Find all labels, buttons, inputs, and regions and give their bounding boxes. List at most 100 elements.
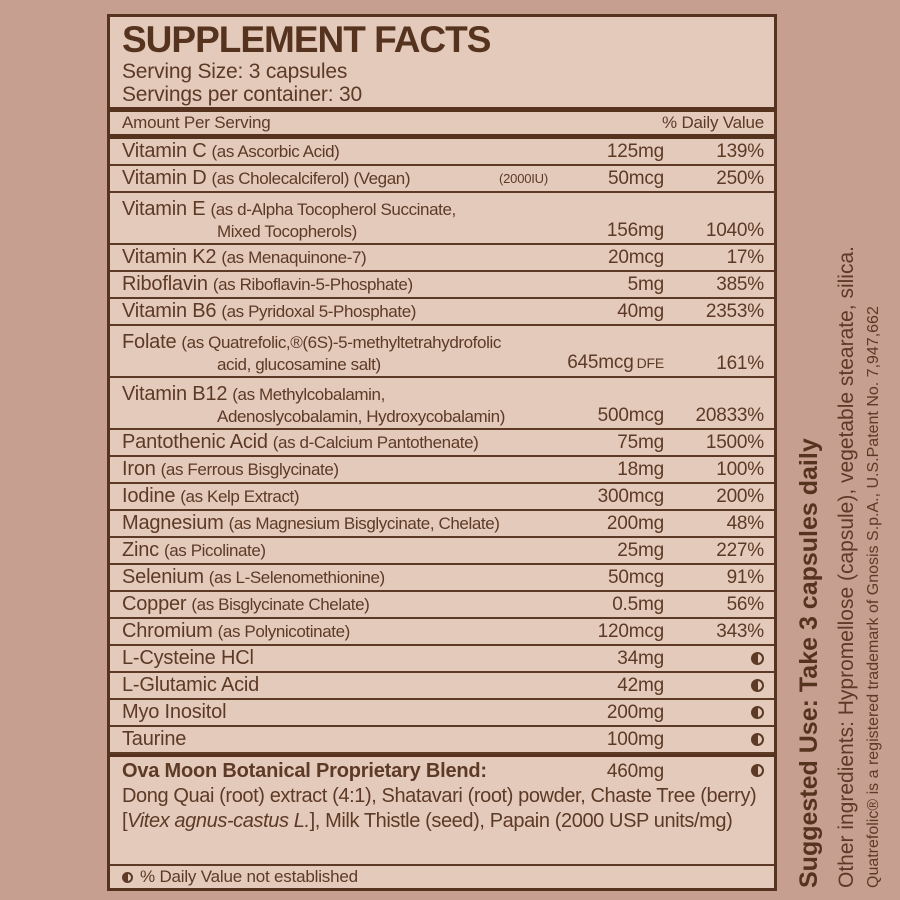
nutrient-name-cell: Myo Inositol bbox=[122, 701, 554, 724]
nutrient-row: Vitamin D (as Cholecalciferol) (Vegan) (2… bbox=[110, 166, 774, 193]
thick-divider bbox=[110, 134, 774, 139]
nutrient-name: Vitamin E bbox=[122, 198, 206, 220]
footnote-text: % Daily Value not established bbox=[140, 867, 358, 886]
blend-amount: 460mg bbox=[606, 761, 664, 782]
thick-divider bbox=[110, 107, 774, 112]
nutrient-name-cell: Zinc (as Picolinate) bbox=[122, 539, 554, 562]
nutrient-name: Myo Inositol bbox=[122, 701, 227, 723]
column-header-row: Amount Per Serving % Daily Value bbox=[110, 112, 774, 134]
nutrient-name: Vitamin C bbox=[122, 140, 207, 162]
nutrient-amount: 34mg bbox=[617, 648, 664, 669]
nutrient-amount: 200mg bbox=[606, 702, 664, 723]
dv-not-established-icon bbox=[751, 764, 764, 777]
nutrient-row: Chromium (as Polynicotinate) 120mcg 343% bbox=[110, 619, 774, 646]
nutrient-row: L-Glutamic Acid 42mg bbox=[110, 673, 774, 700]
proprietary-blend-row: Ova Moon Botanical Proprietary Blend: 46… bbox=[110, 754, 774, 864]
column-header-dv: % Daily Value bbox=[662, 113, 764, 132]
nutrient-detail-line2: Adenoslycobalamin, Hydroxycobalamin) bbox=[217, 407, 505, 426]
nutrient-dv: 48% bbox=[726, 513, 765, 534]
nutrient-row: Zinc (as Picolinate) 25mg 227% bbox=[110, 538, 774, 565]
nutrient-detail: (as Picolinate) bbox=[163, 541, 266, 560]
nutrient-name-cell: Pantothenic Acid (as d-Calcium Pantothena… bbox=[122, 431, 554, 454]
nutrient-dv: 200% bbox=[716, 486, 764, 507]
nutrient-dv: 1040% bbox=[705, 220, 764, 241]
nutrient-row: Folate (as Quatrefolic,®(6S)-5-methyltetr… bbox=[110, 326, 774, 378]
nutrient-dv: 91% bbox=[726, 567, 765, 588]
dv-not-established-icon bbox=[751, 652, 764, 665]
nutrient-name-cell: Chromium (as Polynicotinate) bbox=[122, 620, 554, 643]
nutrient-row: Taurine 100mg bbox=[110, 727, 774, 754]
nutrient-detail: (as Menaquinone-7) bbox=[221, 248, 367, 267]
nutrient-amount: 18mg bbox=[617, 459, 664, 480]
nutrient-amount: 100mg bbox=[606, 729, 664, 750]
nutrient-amount: 0.5mg bbox=[612, 594, 664, 615]
nutrient-dv: 161% bbox=[716, 353, 764, 374]
nutrient-detail: (as Methylcobalamin, bbox=[232, 385, 385, 404]
nutrient-detail: (as Ferrous Bisglycinate) bbox=[160, 460, 339, 479]
nutrient-dv: 139% bbox=[716, 141, 764, 162]
nutrient-name: L-Glutamic Acid bbox=[122, 674, 260, 696]
nutrient-name: Magnesium bbox=[122, 512, 224, 534]
nutrient-dv: 2353% bbox=[705, 301, 764, 322]
nutrient-amount: 200mg bbox=[606, 513, 664, 534]
nutrient-dv: 20833% bbox=[695, 405, 764, 426]
nutrient-name: Chromium bbox=[122, 620, 213, 642]
nutrient-dv bbox=[664, 728, 774, 751]
nutrient-dv: 250% bbox=[716, 168, 764, 189]
nutrient-detail: (as Cholecalciferol) (Vegan) bbox=[211, 169, 411, 188]
nutrient-amount: 42mg bbox=[617, 675, 664, 696]
nutrient-row: Vitamin B12 (as Methylcobalamin, Adenosly… bbox=[110, 378, 774, 430]
nutrient-name: Zinc bbox=[122, 539, 159, 561]
nutrient-detail: (as Kelp Extract) bbox=[180, 487, 300, 506]
nutrient-amount: 40mg bbox=[617, 301, 664, 322]
nutrient-name: Iron bbox=[122, 458, 156, 480]
other-ingredients-text: Other ingredients: Hypromellose (capsule… bbox=[835, 246, 858, 888]
nutrient-name-cell: Vitamin B6 (as Pyridoxal 5-Phosphate) bbox=[122, 300, 554, 323]
nutrient-name-cell: Vitamin D (as Cholecalciferol) (Vegan) bbox=[122, 167, 499, 190]
nutrient-amount: 645mcg DFE bbox=[567, 352, 665, 373]
nutrient-name-cell: Iodine (as Kelp Extract) bbox=[122, 485, 554, 508]
nutrient-dv bbox=[664, 647, 774, 670]
nutrient-amount: 500mcg bbox=[597, 405, 665, 426]
nutrient-detail: (as d-Calcium Pantothenate) bbox=[272, 433, 479, 452]
nutrient-name: Riboflavin bbox=[122, 273, 208, 295]
amount-unit-suffix: DFE bbox=[636, 355, 665, 371]
nutrient-name-cell: Vitamin K2 (as Menaquinone-7) bbox=[122, 246, 554, 269]
nutrient-detail: (as Magnesium Bisglycinate, Chelate) bbox=[228, 514, 500, 533]
nutrient-name-cell: Vitamin E (as d-Alpha Tocopherol Succinat… bbox=[122, 198, 554, 242]
trademark-text: Quatrefolic® is a registered trademark o… bbox=[865, 306, 882, 888]
nutrient-row: Copper (as Bisglycinate Chelate) 0.5mg 56… bbox=[110, 592, 774, 619]
blend-description-text: ], Milk Thistle (seed), Papain (2000 USP… bbox=[309, 810, 733, 832]
blend-description-text: Dong Quai (root) extract (4:1), Shatavar… bbox=[122, 785, 757, 832]
nutrient-name-cell: Magnesium (as Magnesium Bisglycinate, Che… bbox=[122, 512, 554, 535]
nutrient-name: Pantothenic Acid bbox=[122, 431, 268, 453]
footnote-row: % Daily Value not established bbox=[110, 864, 774, 888]
nutrient-name: Taurine bbox=[122, 728, 187, 750]
dv-not-established-icon bbox=[751, 706, 764, 719]
nutrient-detail: (as Pyridoxal 5-Phosphate) bbox=[221, 302, 417, 321]
nutrient-detail: (as Riboflavin-5-Phosphate) bbox=[212, 275, 413, 294]
suggested-use-text: Suggested Use: Take 3 capsules daily bbox=[795, 438, 823, 888]
supplement-facts-panel: SUPPLEMENT FACTS Serving Size: 3 capsule… bbox=[107, 14, 777, 891]
nutrient-row: Vitamin K2 (as Menaquinone-7) 20mcg 17% bbox=[110, 245, 774, 272]
nutrient-name: Iodine bbox=[122, 485, 176, 507]
servings-per-container-text: Servings per container: 30 bbox=[122, 82, 362, 106]
nutrient-amount: 50mcg bbox=[607, 168, 664, 189]
nutrient-name-cell: Vitamin B12 (as Methylcobalamin, Adenosly… bbox=[122, 383, 554, 427]
nutrient-name-cell: Riboflavin (as Riboflavin-5-Phosphate) bbox=[122, 273, 554, 296]
nutrient-name-cell: L-Cysteine HCl bbox=[122, 647, 554, 670]
nutrient-name: Folate bbox=[122, 331, 177, 353]
nutrient-row: Iron (as Ferrous Bisglycinate) 18mg 100% bbox=[110, 457, 774, 484]
blend-description: Dong Quai (root) extract (4:1), Shatavar… bbox=[122, 784, 774, 834]
nutrient-amount: 75mg bbox=[617, 432, 664, 453]
nutrient-amount: 120mcg bbox=[597, 621, 665, 642]
nutrient-name-cell: Taurine bbox=[122, 728, 554, 751]
nutrient-name: Copper bbox=[122, 593, 187, 615]
nutrient-dv bbox=[664, 701, 774, 724]
dv-not-established-icon bbox=[751, 733, 764, 746]
nutrient-name: Vitamin D bbox=[122, 167, 207, 189]
nutrient-dv: 385% bbox=[716, 274, 764, 295]
nutrient-dv: 17% bbox=[726, 247, 765, 268]
panel-header: SUPPLEMENT FACTS Serving Size: 3 capsule… bbox=[110, 17, 774, 107]
